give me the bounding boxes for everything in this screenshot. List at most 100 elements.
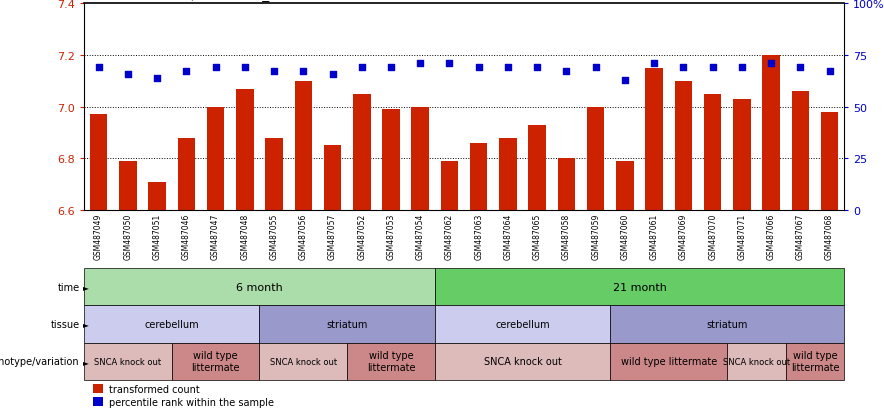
Text: GSM487065: GSM487065	[533, 214, 542, 260]
Bar	[435, 343, 610, 380]
Point	[354, 65, 369, 71]
Point	[705, 65, 720, 71]
Text: GSM487067: GSM487067	[796, 214, 804, 260]
Text: SNCA knock out: SNCA knock out	[723, 357, 790, 366]
Point	[150, 75, 164, 82]
Bar	[119, 161, 137, 211]
Bar	[435, 268, 844, 306]
Text: GSM487071: GSM487071	[737, 214, 746, 260]
Text: GSM487070: GSM487070	[708, 214, 717, 260]
Bar	[84, 306, 259, 343]
Text: wild type littermate: wild type littermate	[621, 356, 717, 366]
Text: ►: ►	[83, 282, 89, 292]
Point	[560, 69, 574, 76]
Point	[589, 65, 603, 71]
Text: GSM487066: GSM487066	[766, 214, 775, 260]
Text: GSM487057: GSM487057	[328, 214, 337, 260]
Point	[647, 61, 661, 67]
Text: cerebellum: cerebellum	[495, 319, 550, 329]
Text: GSM487051: GSM487051	[153, 214, 162, 260]
Text: GSM487055: GSM487055	[270, 214, 278, 260]
Bar	[762, 56, 780, 211]
Bar	[733, 100, 751, 211]
Text: ►: ►	[83, 357, 89, 366]
Bar	[171, 343, 259, 380]
Bar	[236, 89, 254, 211]
Bar	[84, 268, 435, 306]
Point	[793, 65, 807, 71]
Text: GSM487069: GSM487069	[679, 214, 688, 260]
Text: GSM487061: GSM487061	[650, 214, 659, 260]
Text: GSM487056: GSM487056	[299, 214, 308, 260]
Point	[442, 61, 456, 67]
Text: striatum: striatum	[706, 319, 748, 329]
Text: tissue: tissue	[50, 319, 80, 329]
Text: GSM487053: GSM487053	[386, 214, 395, 260]
Text: GSM487063: GSM487063	[474, 214, 484, 260]
Bar	[821, 113, 838, 211]
Text: SNCA knock out: SNCA knock out	[270, 357, 337, 366]
Text: striatum: striatum	[326, 319, 368, 329]
Point	[179, 69, 194, 76]
Point	[296, 69, 310, 76]
Text: 6 month: 6 month	[236, 282, 283, 292]
Bar	[90, 115, 107, 211]
Bar	[294, 82, 312, 211]
Bar	[178, 138, 195, 211]
Point	[121, 71, 135, 78]
Bar	[558, 159, 575, 211]
Point	[472, 65, 486, 71]
Point	[764, 61, 778, 67]
Bar	[411, 107, 429, 211]
Text: transformed count: transformed count	[109, 384, 200, 394]
Bar	[347, 343, 435, 380]
Text: wild type
littermate: wild type littermate	[367, 351, 415, 372]
Text: time: time	[57, 282, 80, 292]
Bar	[645, 69, 663, 211]
Bar	[786, 343, 844, 380]
Bar	[674, 82, 692, 211]
Text: GSM487062: GSM487062	[445, 214, 454, 260]
Text: GSM487054: GSM487054	[415, 214, 424, 260]
Text: GSM487058: GSM487058	[562, 214, 571, 260]
Point	[413, 61, 427, 67]
Bar	[441, 161, 458, 211]
Bar	[207, 107, 225, 211]
Text: GSM487064: GSM487064	[504, 214, 513, 260]
Text: wild type
littermate: wild type littermate	[191, 351, 240, 372]
Point	[501, 65, 515, 71]
Text: cerebellum: cerebellum	[144, 319, 199, 329]
Bar	[84, 343, 171, 380]
Bar	[499, 138, 517, 211]
Point	[530, 65, 545, 71]
Point	[822, 69, 836, 76]
Bar	[610, 343, 728, 380]
Point	[92, 65, 106, 71]
Point	[238, 65, 252, 71]
Text: GSM487068: GSM487068	[825, 214, 834, 260]
Bar	[259, 306, 435, 343]
Text: GSM487052: GSM487052	[357, 214, 366, 260]
Text: GSM487047: GSM487047	[211, 214, 220, 260]
Point	[325, 71, 339, 78]
Point	[618, 77, 632, 84]
Bar	[587, 107, 605, 211]
Text: ►: ►	[83, 320, 89, 329]
Bar	[435, 306, 610, 343]
Point	[267, 69, 281, 76]
Point	[384, 65, 398, 71]
Text: wild type
littermate: wild type littermate	[790, 351, 839, 372]
Bar	[704, 95, 721, 211]
Bar	[616, 161, 634, 211]
Bar	[610, 306, 844, 343]
Text: GSM487046: GSM487046	[182, 214, 191, 260]
Bar	[382, 110, 400, 211]
Text: genotype/variation: genotype/variation	[0, 356, 80, 366]
Bar	[529, 126, 546, 211]
Bar	[149, 182, 166, 211]
Text: percentile rank within the sample: percentile rank within the sample	[109, 396, 274, 407]
Bar	[93, 397, 103, 406]
Bar	[353, 95, 370, 211]
Bar	[93, 384, 103, 393]
Bar	[259, 343, 347, 380]
